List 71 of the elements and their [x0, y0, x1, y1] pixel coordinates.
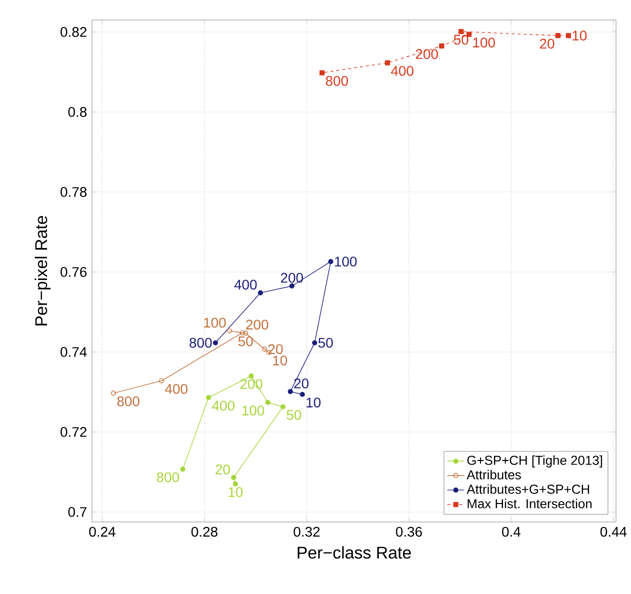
x-tick-label: 0.24	[89, 526, 116, 537]
point	[439, 43, 444, 49]
point	[248, 373, 254, 379]
legend-label: Max Hist. Intersection	[468, 498, 592, 508]
y-tick-label: 0.7	[68, 507, 86, 517]
point	[231, 475, 236, 480]
annotation: 100	[473, 38, 495, 48]
x-axis-title: Per−class Rate	[298, 546, 411, 559]
annotation: 400	[234, 280, 257, 290]
y-tick-label: 0.74	[60, 347, 87, 357]
y-tick-label: 0.72	[60, 427, 86, 437]
point	[555, 33, 561, 38]
x-tick-label: 0.44	[600, 526, 627, 537]
annotation: 800	[190, 338, 212, 348]
annotation: 200	[416, 49, 438, 60]
annotation: 50	[318, 338, 333, 348]
annotation: 10	[228, 487, 243, 498]
point	[206, 395, 212, 400]
x-tick-label: 0.32	[294, 526, 320, 537]
x-tick-label: 0.28	[191, 526, 218, 537]
point	[226, 328, 232, 334]
point	[300, 392, 305, 397]
annotation: 100	[204, 318, 226, 328]
point	[384, 60, 390, 66]
legend-label: Attributes	[466, 470, 521, 480]
point	[288, 389, 293, 394]
annotation: 20	[268, 344, 283, 354]
point	[180, 466, 186, 472]
annotation: 10	[572, 30, 587, 41]
point	[320, 70, 325, 76]
point	[289, 283, 294, 289]
annotation: 800	[117, 396, 140, 406]
y-tick-label: 0.76	[60, 267, 87, 277]
annotation: 400	[212, 400, 234, 411]
point	[232, 481, 238, 487]
point	[212, 340, 218, 346]
annotation: 100	[335, 256, 357, 267]
annotation: 10	[306, 398, 321, 408]
y-tick-label: 0.8	[68, 107, 87, 117]
annotation: 20	[540, 38, 554, 49]
annotation: 200	[280, 272, 303, 283]
point	[312, 340, 318, 346]
annotation: 20	[216, 464, 230, 474]
annotation: 400	[165, 384, 188, 394]
point	[566, 33, 572, 38]
point	[265, 400, 270, 405]
x-tick-label: 0.4	[502, 526, 520, 537]
x-tick-label: 0.36	[396, 526, 422, 537]
point	[262, 346, 268, 352]
annotation: 50	[286, 410, 302, 420]
legend-label: G+SP+CH [Tighe 2013]	[467, 455, 602, 468]
point	[158, 378, 164, 384]
annotation: 50	[238, 336, 253, 346]
annotation: 10	[273, 356, 288, 366]
annotation: 50	[454, 34, 468, 45]
annotation: 200	[246, 320, 268, 330]
point	[458, 29, 464, 34]
point	[258, 290, 264, 296]
y-tick-label: 0.82	[60, 27, 86, 37]
point	[328, 259, 334, 264]
annotation: 800	[156, 472, 180, 482]
annotation: 800	[326, 76, 348, 86]
point	[243, 330, 248, 336]
y-tick-label: 0.78	[60, 187, 87, 197]
y-axis-title: Per−pixel Rate	[34, 216, 51, 326]
point	[280, 404, 286, 410]
annotation: 20	[294, 378, 309, 388]
legend-label: Attributes+G+SP+CH	[466, 484, 590, 494]
annotation: 100	[242, 406, 264, 416]
point	[240, 330, 245, 336]
annotation: 400	[391, 66, 414, 76]
